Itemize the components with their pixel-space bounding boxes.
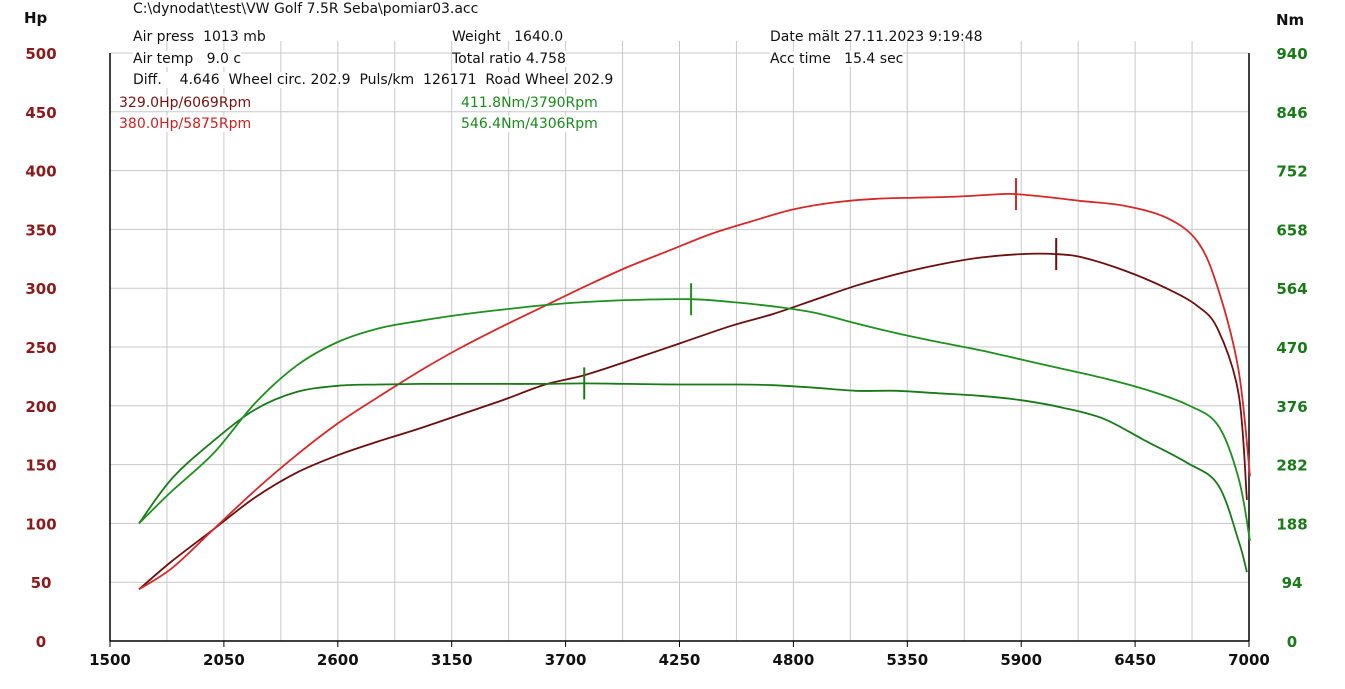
air-temp: Air temp 9.0 c: [133, 51, 242, 67]
peak-label-hp-run1: 329.0Hp/6069Rpm: [119, 95, 252, 111]
x-tick-label: 7000: [1228, 651, 1270, 669]
axis-ticks: 1500 2050 2600 3150 3700 4250 4800 5350 5900 6450…: [24, 9, 1308, 669]
y-left-axis-label: Hp: [24, 9, 48, 27]
torque-curve-run1: [138, 382, 1248, 573]
y-right-tick-label: 564: [1276, 280, 1307, 298]
chart-grid: [110, 41, 1249, 641]
y-left-tick-label: 500: [25, 45, 56, 63]
y-left-tick-label: 200: [25, 398, 56, 416]
x-tick-label: 4250: [659, 651, 701, 669]
x-tick-label: 5900: [1000, 651, 1042, 669]
x-tick-label: 5350: [886, 651, 928, 669]
power-curve-run2: [138, 192, 1251, 591]
peak-markers: [583, 178, 1058, 400]
y-left-tick-label: 400: [25, 163, 56, 181]
y-right-tick-label: 0: [1287, 633, 1297, 651]
total-ratio: Total ratio 4.758: [452, 51, 566, 67]
y-left-tick-label: 350: [25, 221, 56, 239]
acc-time: Acc time 15.4 sec: [770, 51, 904, 67]
x-tick-label: 3700: [545, 651, 587, 669]
y-right-tick-label: 376: [1276, 398, 1307, 416]
peak-label-hp-run2: 380.0Hp/5875Rpm: [119, 116, 252, 132]
y-left-tick-label: 0: [36, 633, 46, 651]
y-right-tick-label: 470: [1276, 339, 1307, 357]
y-right-tick-label: 752: [1276, 163, 1307, 181]
x-tick-label: 2600: [317, 651, 359, 669]
y-right-tick-label: 658: [1276, 221, 1307, 239]
x-tick-label: 2050: [203, 651, 245, 669]
y-right-tick-label: 940: [1276, 45, 1307, 63]
y-left-tick-label: 100: [25, 515, 56, 533]
y-left-tick-label: 250: [25, 339, 56, 357]
y-left-tick-label: 450: [25, 104, 56, 122]
x-tick-label: 6450: [1114, 651, 1156, 669]
peak-label-nm-run2: 546.4Nm/4306Rpm: [461, 116, 598, 132]
diff-line: Diff. 4.646 Wheel circ. 202.9 Puls/km 12…: [133, 72, 614, 88]
chart-series: [138, 192, 1251, 591]
x-tick-label: 4800: [773, 651, 815, 669]
y-right-tick-label: 282: [1276, 457, 1307, 475]
x-tick-label: 3150: [431, 651, 473, 669]
air-press: Air press 1013 mb: [133, 29, 266, 45]
peak-label-nm-run1: 411.8Nm/3790Rpm: [461, 95, 598, 111]
y-right-tick-label: 188: [1276, 515, 1307, 533]
torque-curve-run2: [138, 298, 1251, 542]
x-tick-label: 1500: [89, 651, 131, 669]
y-left-tick-label: 50: [31, 574, 52, 592]
y-left-tick-label: 300: [25, 280, 56, 298]
y-right-tick-label: 94: [1282, 574, 1303, 592]
power-curve-run1: [138, 252, 1248, 590]
y-right-tick-label: 846: [1276, 104, 1307, 122]
date: Date mält 27.11.2023 9:19:48: [770, 29, 983, 45]
y-right-axis-label: Nm: [1276, 11, 1304, 29]
file-path: C:\dynodat\test\VW Golf 7.5R Seba\pomiar…: [133, 1, 479, 17]
y-left-tick-label: 150: [25, 457, 56, 475]
weight: Weight 1640.0: [452, 29, 564, 45]
